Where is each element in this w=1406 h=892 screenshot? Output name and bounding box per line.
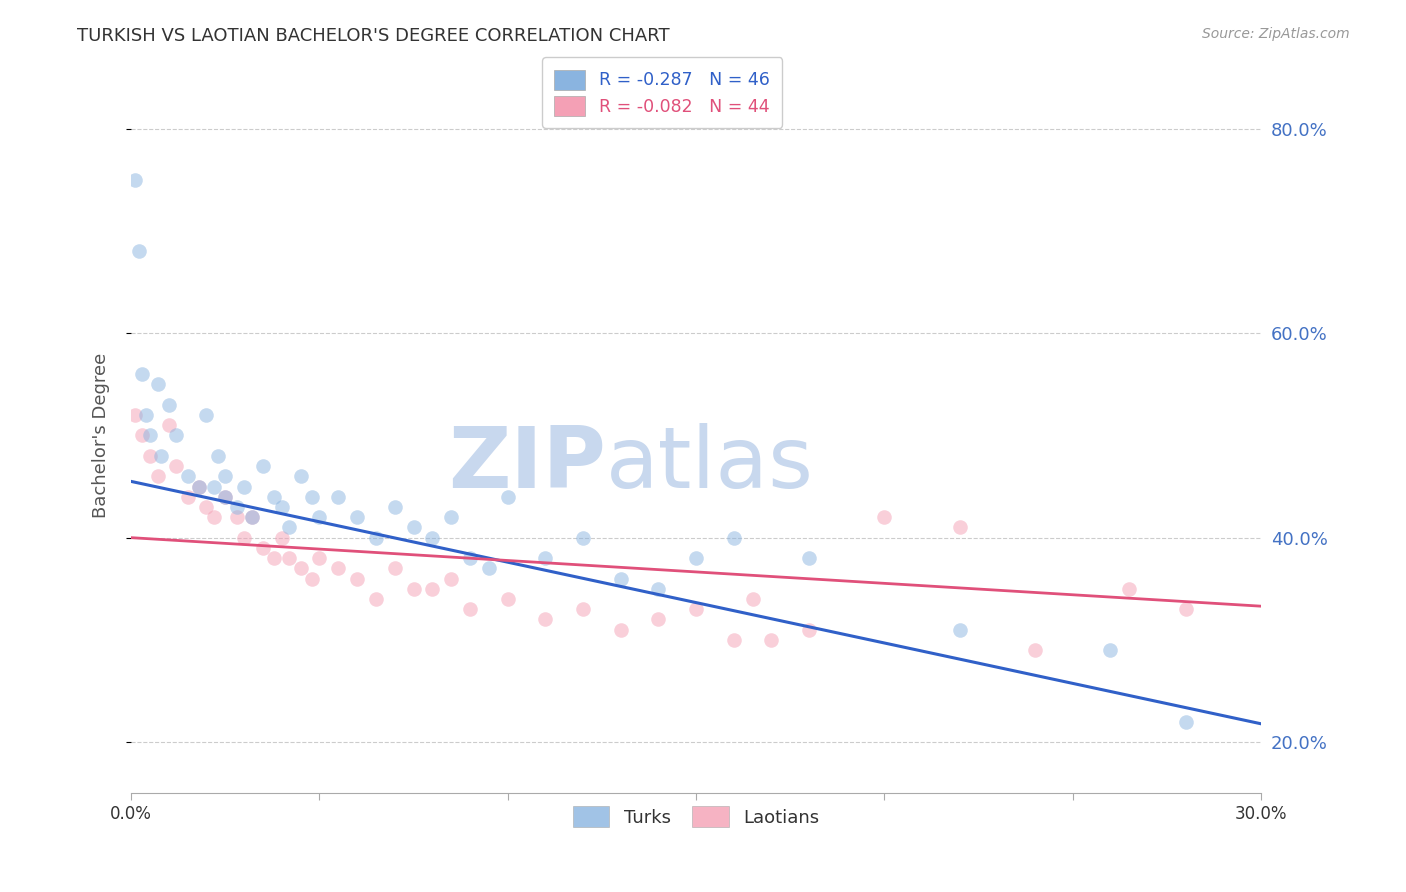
Point <box>263 551 285 566</box>
Point <box>165 459 187 474</box>
Text: atlas: atlas <box>606 423 814 506</box>
Point <box>195 500 218 514</box>
Point <box>278 520 301 534</box>
Point <box>146 469 169 483</box>
Point <box>761 632 783 647</box>
Point <box>233 531 256 545</box>
Point <box>146 377 169 392</box>
Point <box>214 490 236 504</box>
Point <box>131 367 153 381</box>
Point <box>364 592 387 607</box>
Point <box>496 490 519 504</box>
Text: Source: ZipAtlas.com: Source: ZipAtlas.com <box>1202 27 1350 41</box>
Point <box>225 500 247 514</box>
Point <box>202 479 225 493</box>
Point <box>270 500 292 514</box>
Point <box>797 551 820 566</box>
Point <box>139 449 162 463</box>
Point <box>610 623 633 637</box>
Point <box>188 479 211 493</box>
Point <box>328 561 350 575</box>
Point <box>290 561 312 575</box>
Point <box>328 490 350 504</box>
Point <box>478 561 501 575</box>
Point <box>301 490 323 504</box>
Point <box>572 531 595 545</box>
Point <box>1099 643 1122 657</box>
Point <box>214 469 236 483</box>
Point <box>572 602 595 616</box>
Legend: Turks, Laotians: Turks, Laotians <box>567 799 827 834</box>
Point <box>176 469 198 483</box>
Point <box>195 408 218 422</box>
Point <box>949 623 972 637</box>
Point <box>225 510 247 524</box>
Point <box>139 428 162 442</box>
Point <box>384 500 406 514</box>
Point <box>1118 582 1140 596</box>
Point <box>301 572 323 586</box>
Point <box>402 520 425 534</box>
Point <box>290 469 312 483</box>
Point <box>346 572 368 586</box>
Point <box>402 582 425 596</box>
Point <box>150 449 173 463</box>
Point <box>346 510 368 524</box>
Point <box>534 612 557 626</box>
Point <box>263 490 285 504</box>
Point <box>458 551 481 566</box>
Point <box>685 602 707 616</box>
Point <box>308 551 330 566</box>
Point <box>124 172 146 186</box>
Point <box>124 408 146 422</box>
Point <box>157 418 180 433</box>
Point <box>384 561 406 575</box>
Point <box>949 520 972 534</box>
Point <box>252 541 274 555</box>
Point <box>741 592 763 607</box>
Point <box>188 479 211 493</box>
Point <box>440 510 463 524</box>
Point <box>165 428 187 442</box>
Point <box>647 582 669 596</box>
Point <box>308 510 330 524</box>
Point <box>1174 714 1197 729</box>
Point <box>797 623 820 637</box>
Point <box>157 398 180 412</box>
Point <box>723 531 745 545</box>
Point <box>135 408 157 422</box>
Point <box>128 244 150 259</box>
Y-axis label: Bachelor's Degree: Bachelor's Degree <box>93 352 110 518</box>
Point <box>440 572 463 586</box>
Point <box>534 551 557 566</box>
Point <box>214 490 236 504</box>
Point <box>207 449 229 463</box>
Point <box>176 490 198 504</box>
Point <box>270 531 292 545</box>
Point <box>131 428 153 442</box>
Point <box>252 459 274 474</box>
Point <box>240 510 263 524</box>
Point <box>233 479 256 493</box>
Point <box>240 510 263 524</box>
Text: ZIP: ZIP <box>449 423 606 506</box>
Point <box>422 582 444 596</box>
Point <box>610 572 633 586</box>
Point <box>422 531 444 545</box>
Point <box>278 551 301 566</box>
Point <box>496 592 519 607</box>
Point <box>873 510 896 524</box>
Point <box>458 602 481 616</box>
Point <box>202 510 225 524</box>
Point <box>647 612 669 626</box>
Point <box>1024 643 1046 657</box>
Point <box>723 632 745 647</box>
Point <box>1174 602 1197 616</box>
Point <box>685 551 707 566</box>
Point <box>364 531 387 545</box>
Text: TURKISH VS LAOTIAN BACHELOR'S DEGREE CORRELATION CHART: TURKISH VS LAOTIAN BACHELOR'S DEGREE COR… <box>77 27 669 45</box>
